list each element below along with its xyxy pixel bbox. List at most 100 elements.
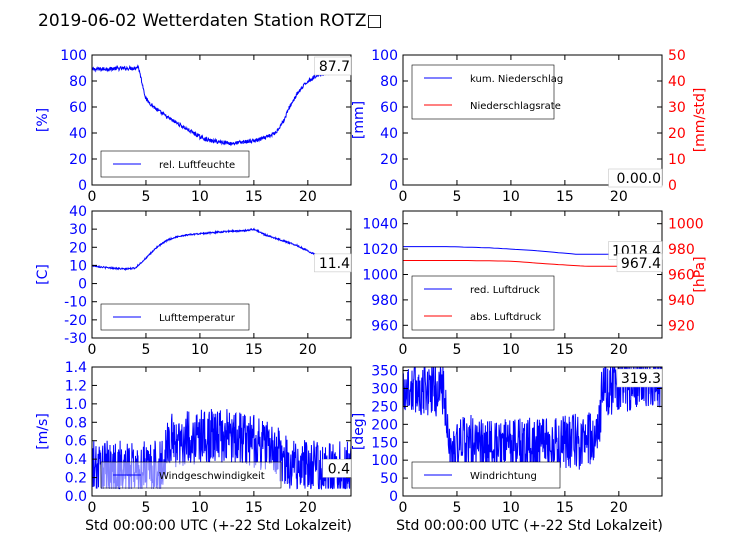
x-tick-label: 5 (141, 342, 150, 358)
y-tick-label: 1.0 (65, 397, 87, 413)
y-tick-label: 0.4 (65, 452, 87, 468)
y-tick-label: 0.2 (65, 471, 87, 487)
y-tick-label: 0 (389, 489, 398, 505)
y2-tick-label: 1000 (668, 217, 704, 233)
legend-label: kum. Niederschlag (470, 74, 563, 85)
y-axis-label: [mm] (351, 101, 367, 139)
x-tick-label: 15 (556, 189, 574, 205)
value-label: 87.7 (319, 59, 350, 75)
y-tick-label: 0 (389, 178, 398, 194)
y2-tick-label: 920 (668, 318, 695, 334)
value-label-box (314, 56, 352, 76)
x-tick-label: 10 (191, 500, 209, 516)
x-tick-label: 20 (610, 500, 628, 516)
y-tick-label: 1040 (362, 217, 398, 233)
legend-box (411, 64, 555, 120)
legend-label: Lufttemperatur (159, 313, 236, 324)
y-axis-label: [C] (35, 264, 51, 285)
y-tick-label: 1020 (362, 242, 398, 258)
y-tick-label: 100 (371, 48, 398, 64)
x-tick-label: 10 (502, 342, 520, 358)
panel-temperature: 0 5 10 15 20 -30 -20 -10 0 10 20 30 40 [C] Lufttempera… (35, 204, 352, 358)
x-tick-label: 20 (299, 500, 317, 516)
y-tick-label: 0 (78, 277, 87, 293)
y-tick-label: 100 (371, 453, 398, 469)
y-tick-label: 60 (69, 100, 87, 116)
y2-tick-label: 980 (668, 242, 695, 258)
y-tick-label: 1.2 (65, 378, 87, 394)
x-tick-label: 10 (502, 189, 520, 205)
y-tick-label: -30 (64, 331, 87, 347)
x-tick-label: 5 (452, 189, 461, 205)
y2-tick-label: 0 (668, 178, 677, 194)
y-tick-label: 0.8 (65, 415, 87, 431)
y-tick-label: 30 (69, 222, 87, 238)
x-tick-label: 20 (299, 342, 317, 358)
y-tick-label: 20 (69, 240, 87, 256)
value-label: 967.4 (621, 256, 661, 272)
x-tick-label: 0 (399, 189, 408, 205)
y-tick-label: 50 (380, 471, 398, 487)
y-axis-label: [deg] (351, 413, 367, 450)
y-tick-label: 980 (371, 293, 398, 309)
value-label: 0.4 (328, 461, 350, 477)
value-label-box (608, 168, 663, 188)
plot-frame (402, 366, 663, 497)
panel-winddir: 0 5 10 15 20050100150200250300350[deg]Windri… (351, 364, 663, 534)
legend-label: Niederschlagsrate (470, 101, 561, 112)
value-label-box (616, 253, 663, 273)
x-tick-label: 15 (245, 189, 263, 205)
legend-label: red. Luftdruck (470, 285, 540, 296)
legend-label: rel. Luftfeuchte (159, 160, 235, 171)
legend-box (411, 275, 555, 331)
plot-frame (91, 54, 352, 186)
y-tick-label: -20 (64, 313, 87, 329)
y-tick-label: 0.0 (65, 489, 87, 505)
series-line-temperature-0 (92, 227, 351, 272)
x-tick-label: 15 (245, 500, 263, 516)
x-tick-label: 0 (88, 189, 97, 205)
y2-tick-label: 940 (668, 293, 695, 309)
value-label-box (322, 459, 352, 478)
x-tick-label: 15 (245, 342, 263, 358)
y-tick-label: 40 (69, 126, 87, 142)
panel-precip: 0 5 10 15 20 0 20 40 60 80 100 0 10 20 30 40 50 [mm/std] [… (351, 48, 708, 205)
x-tick-label: 20 (610, 189, 628, 205)
x-tick-label: 20 (610, 342, 628, 358)
x-tick-label: 15 (556, 342, 574, 358)
x-axis-label: Std 00:00:00 UTC (+-22 Std Lokalzeit) (396, 518, 663, 534)
y-tick-label: 150 (371, 435, 398, 451)
legend-label: Windrichtung (470, 471, 537, 482)
x-tick-label: 5 (452, 342, 461, 358)
plot-frame (402, 54, 663, 186)
y2-axis-label: [mm/std] (692, 88, 708, 153)
y-tick-label: 1.4 (65, 360, 87, 376)
x-tick-label: 0 (399, 500, 408, 516)
x-tick-label: 5 (141, 189, 150, 205)
y-tick-label: 10 (69, 258, 87, 274)
series-line-humidity-0 (92, 64, 351, 147)
y-tick-label: 300 (371, 382, 398, 398)
y-tick-label: 0.6 (65, 434, 87, 450)
y-tick-label: 960 (371, 318, 398, 334)
panel-windspeed: 0 5 10 15 20 0.0 0.2 0.4 0.6 0.8 1.0 1.2 1.4 [m/s] Win… (35, 360, 352, 534)
y2-tick-label: 10 (668, 152, 686, 168)
x-tick-label: 20 (299, 189, 317, 205)
y-tick-label: 0 (78, 178, 87, 194)
y2-tick-label: 50 (668, 48, 686, 64)
y-tick-label: 40 (69, 204, 87, 220)
x-tick-label: 10 (191, 342, 209, 358)
x-tick-label: 10 (502, 500, 520, 516)
x-tick-label: 0 (88, 342, 97, 358)
y-tick-label: 200 (371, 417, 398, 433)
x-tick-label: 5 (452, 500, 461, 516)
y-tick-label: 350 (371, 364, 398, 380)
y-tick-label: 80 (380, 74, 398, 90)
series-line-winddir-0 (403, 367, 662, 477)
x-tick-label: 0 (88, 500, 97, 516)
y-axis-label: [m/s] (35, 413, 51, 450)
value-label: 319.3 (621, 371, 661, 387)
x-tick-label: 5 (141, 500, 150, 516)
y2-tick-label: 40 (668, 74, 686, 90)
